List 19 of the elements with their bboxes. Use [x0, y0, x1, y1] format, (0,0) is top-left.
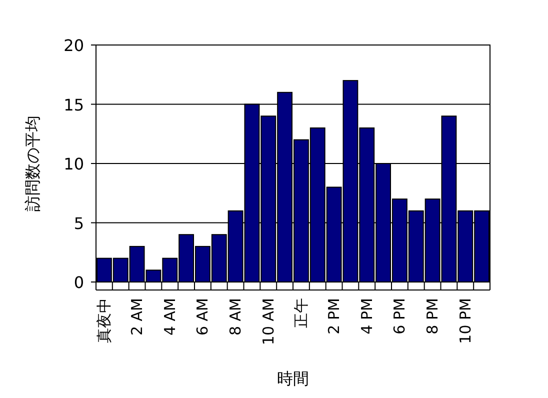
y-tick-label: 0 [74, 273, 84, 292]
x-tick-label: 正午 [292, 298, 310, 328]
x-tick-label: 6 AM [194, 298, 212, 336]
y-tick-label: 15 [64, 95, 84, 114]
x-tick-label: 10 PM [456, 298, 474, 344]
x-tick-label: 2 PM [325, 298, 344, 334]
y-tick-label: 10 [64, 154, 84, 174]
x-axis-title: 時間 [277, 369, 309, 388]
x-tick-label: 4 PM [358, 298, 376, 334]
x-tick-label: 6 PM [390, 298, 409, 334]
x-tick-label: 真夜中 [95, 298, 114, 343]
x-tick-label: 2 AM [128, 298, 146, 336]
y-tick-label: 5 [74, 214, 84, 233]
x-tick-label: 8 AM [226, 298, 245, 336]
y-tick-label: 20 [64, 36, 84, 55]
x-tick-label: 8 PM [424, 298, 442, 334]
x-tick-label: 4 AM [160, 298, 179, 336]
y-axis-title: 訪問数の平均 [23, 116, 42, 212]
x-tick-label: 10 AM [259, 298, 278, 346]
